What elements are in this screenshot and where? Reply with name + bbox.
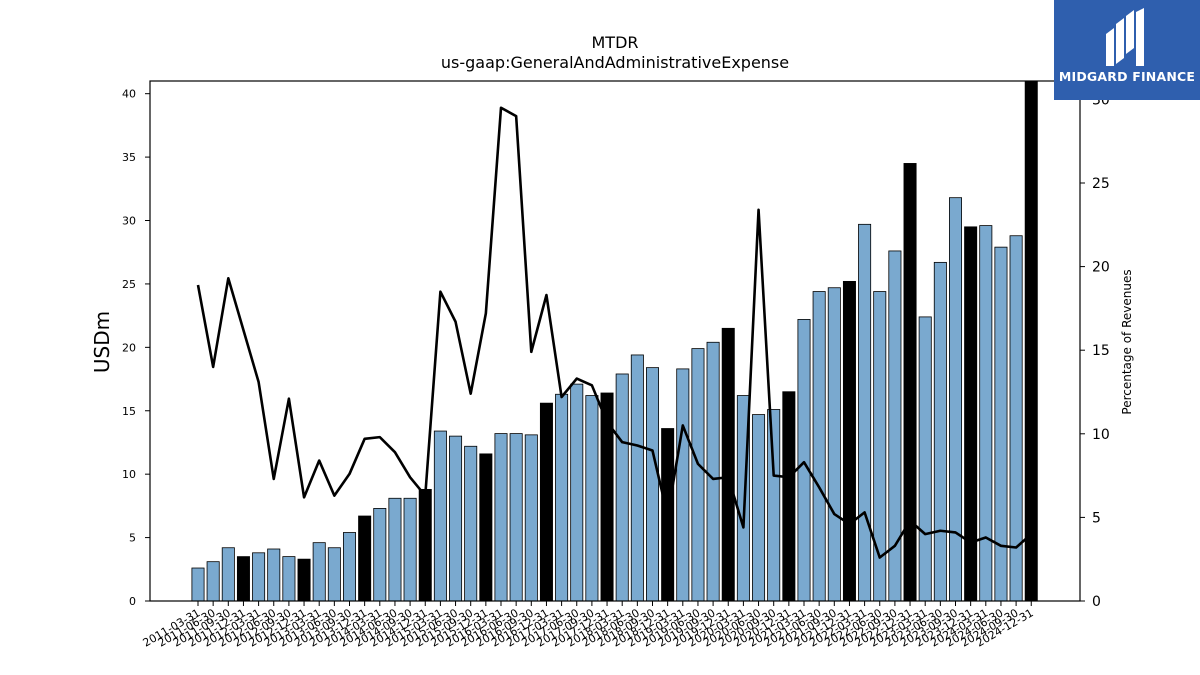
y-axis-ticks: 0 5 10 15 20 25 30 35 40 bbox=[122, 88, 150, 608]
bar bbox=[252, 552, 266, 602]
y2-tick-label: 25 bbox=[1092, 176, 1110, 192]
y-axis-label: USDm bbox=[90, 311, 114, 373]
bar bbox=[312, 542, 326, 602]
bar bbox=[827, 287, 841, 602]
bar bbox=[494, 433, 508, 602]
y-tick-label: 25 bbox=[122, 278, 136, 291]
chart-title: MTDR bbox=[591, 33, 638, 52]
bar bbox=[676, 368, 690, 602]
y2-tick-label: 0 bbox=[1092, 594, 1101, 610]
bar bbox=[585, 395, 599, 602]
y-tick-label: 40 bbox=[122, 88, 136, 101]
bar bbox=[903, 163, 917, 602]
bar bbox=[812, 291, 826, 602]
bar bbox=[418, 488, 432, 602]
bar bbox=[994, 246, 1008, 602]
y2-tick-label: 5 bbox=[1092, 510, 1101, 526]
y-tick-label: 10 bbox=[122, 468, 136, 481]
bar bbox=[191, 567, 205, 602]
bar bbox=[630, 354, 644, 602]
percentage-line bbox=[196, 106, 1033, 559]
bar bbox=[449, 435, 463, 602]
bar bbox=[1024, 80, 1038, 602]
bar bbox=[691, 348, 705, 602]
bar bbox=[964, 226, 978, 602]
y2-tick-label: 10 bbox=[1092, 427, 1110, 443]
y-tick-label: 35 bbox=[122, 151, 136, 164]
y-tick-label: 15 bbox=[122, 405, 136, 418]
bar bbox=[433, 430, 447, 602]
logo-text: MIDGARD FINANCE bbox=[1058, 69, 1196, 84]
bar bbox=[358, 515, 372, 602]
bar bbox=[842, 280, 856, 602]
y-tick-label: 5 bbox=[129, 532, 136, 545]
bar bbox=[539, 402, 553, 602]
y2-tick-label: 20 bbox=[1092, 260, 1110, 276]
bar bbox=[524, 434, 538, 602]
bar bbox=[797, 319, 811, 602]
bar bbox=[949, 197, 963, 602]
bar bbox=[615, 373, 629, 602]
bar bbox=[267, 548, 281, 602]
bar bbox=[555, 393, 569, 602]
plot-frame bbox=[149, 80, 1081, 602]
bar bbox=[388, 497, 402, 602]
bar bbox=[918, 316, 932, 602]
midgard-finance-logo: MIDGARD FINANCE bbox=[1054, 0, 1200, 100]
bar bbox=[979, 225, 993, 602]
x-axis-ticks: 2011-03-312011-06-302011-09-302011-12-31… bbox=[141, 601, 1036, 650]
bar bbox=[282, 556, 296, 602]
bar bbox=[570, 383, 584, 602]
bar bbox=[206, 561, 220, 602]
bar bbox=[782, 391, 796, 602]
y-tick-label: 30 bbox=[122, 215, 136, 228]
bar bbox=[342, 532, 356, 602]
bar bbox=[464, 445, 478, 602]
bar bbox=[767, 409, 781, 602]
bar bbox=[509, 433, 523, 602]
line-series bbox=[196, 106, 1033, 559]
bar bbox=[646, 367, 660, 602]
bar bbox=[221, 547, 235, 602]
bar bbox=[297, 558, 311, 602]
logo-mark-icon bbox=[1106, 8, 1144, 66]
y-tick-label: 0 bbox=[129, 595, 136, 608]
y-tick-label: 20 bbox=[122, 341, 136, 354]
axes bbox=[149, 80, 1081, 602]
bar bbox=[236, 556, 250, 602]
bar bbox=[706, 341, 720, 602]
bar bbox=[933, 261, 947, 602]
bar-series bbox=[191, 80, 1038, 602]
bar bbox=[479, 453, 493, 602]
y2-tick-label: 15 bbox=[1092, 343, 1110, 359]
y2-axis-label: Percentage of Revenues bbox=[1120, 269, 1134, 414]
bar bbox=[752, 414, 766, 602]
bar bbox=[327, 547, 341, 602]
bar bbox=[373, 508, 387, 602]
chart-subtitle: us-gaap:GeneralAndAdministrativeExpense bbox=[441, 53, 789, 72]
bar bbox=[403, 497, 417, 602]
bar bbox=[721, 327, 735, 602]
bar bbox=[858, 223, 872, 602]
